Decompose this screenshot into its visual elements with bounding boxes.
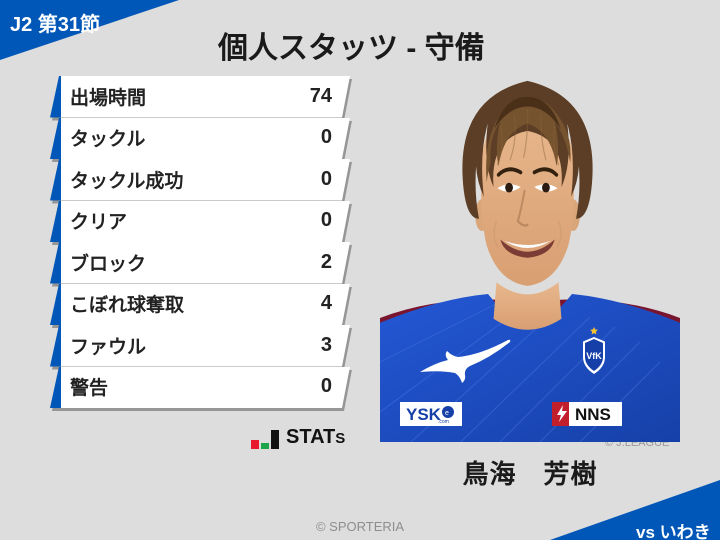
svg-text:e: e	[445, 410, 449, 417]
svg-text:VfK: VfK	[586, 351, 602, 361]
svg-text:NNS: NNS	[575, 405, 611, 424]
svg-text:YSK: YSK	[406, 405, 442, 424]
svg-text:.com: .com	[438, 419, 449, 425]
